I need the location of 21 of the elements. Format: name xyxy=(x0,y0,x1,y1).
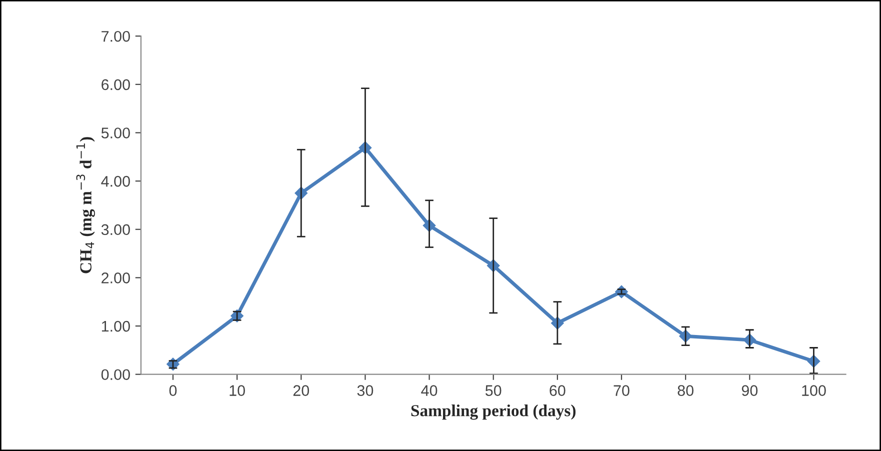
y-tick-label: 4.00 xyxy=(101,176,130,187)
x-tick-label: 10 xyxy=(230,385,245,396)
x-tick-label: 90 xyxy=(742,385,758,396)
y-axis-title: CH$_{4}$ (mg m$^{−3}$ d$^{−1}$) xyxy=(76,137,95,274)
y-tick-label: 0.00 xyxy=(101,369,130,380)
y-tick-label: 7.00 xyxy=(102,30,130,42)
x-tick-label: 70 xyxy=(614,385,630,396)
x-tick-label: 50 xyxy=(485,385,502,396)
x-tick-label: 0 xyxy=(169,385,177,396)
y-tick-label: 3.00 xyxy=(101,224,130,236)
x-tick-label: 30 xyxy=(357,385,374,396)
x-axis-title: Sampling period (days) xyxy=(411,404,576,420)
x-tick-label: 60 xyxy=(550,385,566,396)
x-tick-label: 80 xyxy=(678,385,694,396)
x-tick-label: 20 xyxy=(293,385,310,396)
y-tick-label: 1.00 xyxy=(102,320,130,332)
y-tick-label: 6.00 xyxy=(102,79,130,90)
y-tick-label: 2.00 xyxy=(102,272,130,284)
y-tick-label: 5.00 xyxy=(101,128,130,138)
x-tick-label: 100 xyxy=(802,385,826,396)
x-tick-label: 40 xyxy=(421,385,438,396)
